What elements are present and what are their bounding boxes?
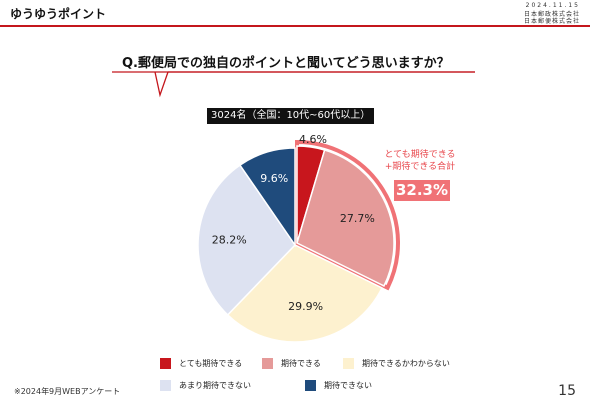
brand-title: ゆうゆうポイント xyxy=(10,7,107,21)
company-name-1: 日本郵政株式会社 xyxy=(523,11,580,18)
legend-label: 期待できるかわからない xyxy=(362,359,450,368)
highlight-callout-value: 32.3% xyxy=(394,180,450,201)
legend-label: とても期待できる xyxy=(179,359,243,368)
legend-label: 期待できる xyxy=(281,359,321,368)
legend-item: とても期待できる xyxy=(160,358,242,370)
highlight-callout-label: とても期待できる +期待できる合計 xyxy=(350,149,490,173)
legend-item: 期待できる xyxy=(262,358,321,370)
pie-slice xyxy=(296,149,395,287)
legend-swatch xyxy=(305,380,316,391)
pie-slice xyxy=(226,244,383,343)
legend-swatch xyxy=(262,358,273,369)
legend-swatch xyxy=(160,358,171,369)
slice-value-label: 4.6% xyxy=(299,133,327,146)
page-number: 15 xyxy=(558,383,576,399)
legend-item: 期待できない xyxy=(305,380,372,392)
question-title: Q.郵便局での独自のポイントと聞いてどう思いますか？ xyxy=(122,56,450,71)
slice-value-label: 9.6% xyxy=(260,172,288,185)
legend-swatch xyxy=(343,358,354,369)
slice-value-label: 28.2% xyxy=(212,234,247,247)
slice-value-label: 27.7% xyxy=(340,212,375,225)
legend-item: あまり期待できない xyxy=(160,380,251,392)
legend-label: 期待できない xyxy=(324,381,372,390)
callout-line-1: とても期待できる xyxy=(384,150,456,160)
header-bar: ゆうゆうポイント 2024.11.15 日本郵政株式会社 日本郵便株式会社 xyxy=(0,0,590,27)
legend-swatch xyxy=(160,380,171,391)
sample-size-label: 3024名（全国：10代~60代以上） xyxy=(207,108,375,124)
pie-slice xyxy=(197,164,296,316)
legend-item: 期待できるかわからない xyxy=(343,358,450,370)
pie-slice xyxy=(238,147,296,248)
slice-value-label: 29.9% xyxy=(288,300,323,313)
report-date: 2024.11.15 xyxy=(525,2,580,9)
callout-line-2: +期待できる合計 xyxy=(384,162,456,172)
highlight-outline xyxy=(295,139,400,291)
survey-footnote: ※2024年9月WEBアンケート xyxy=(14,387,121,396)
company-name-2: 日本郵便株式会社 xyxy=(523,18,580,25)
legend-label: あまり期待できない xyxy=(179,381,251,390)
